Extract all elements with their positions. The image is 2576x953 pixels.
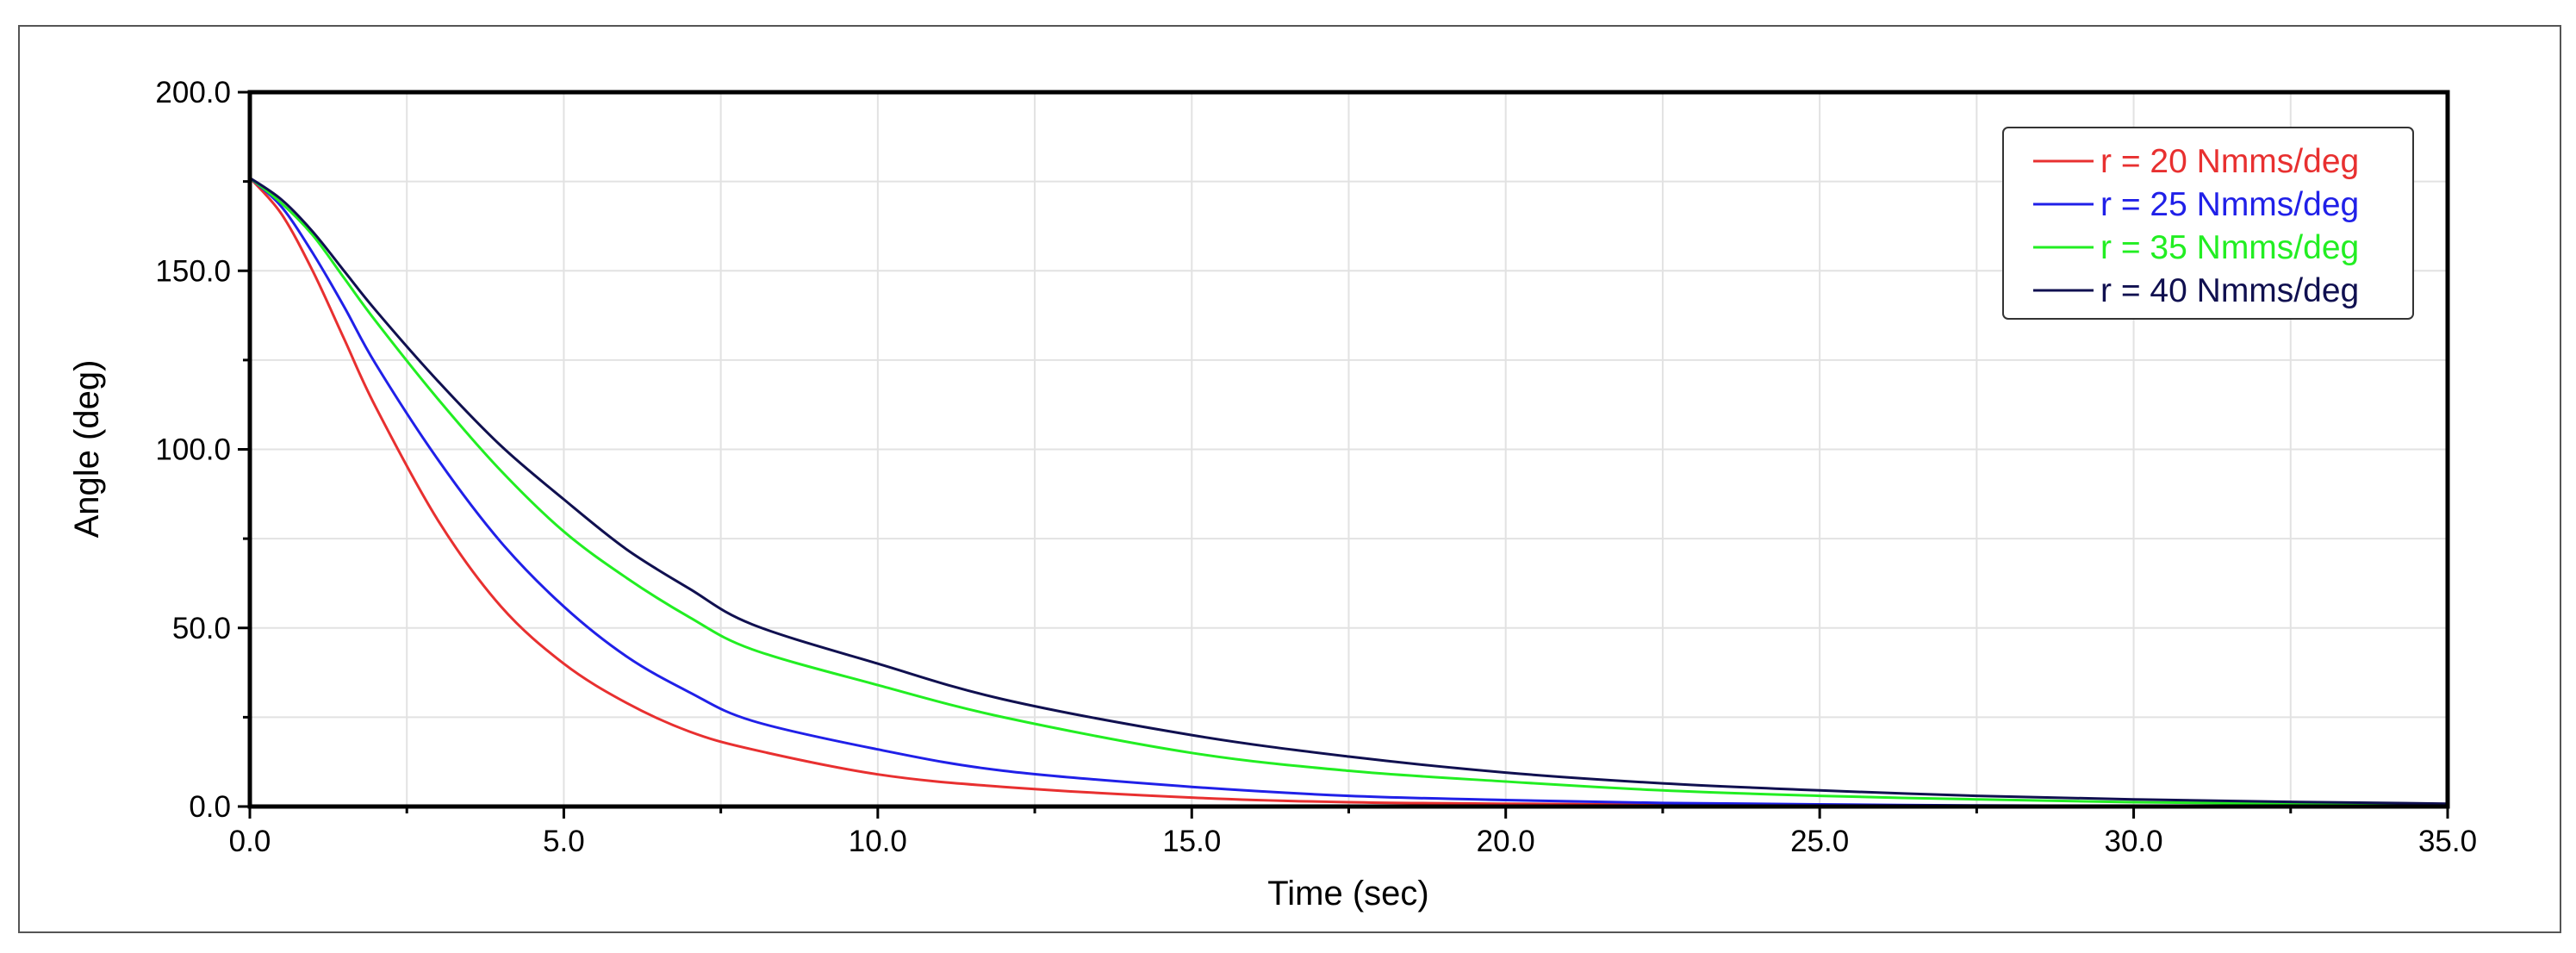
x-tick-label: 15.0 <box>1162 825 1221 858</box>
legend-label-2: r = 25 Nmms/deg <box>2100 186 2359 223</box>
x-axis-title: Time (sec) <box>1267 875 1428 913</box>
legend-box <box>2002 127 2414 320</box>
series-line-3 <box>249 177 2448 807</box>
x-tick-label: 20.0 <box>1477 825 1535 858</box>
y-tick-label: 50.0 <box>172 612 231 645</box>
x-tick-label: 30.0 <box>2105 825 2163 858</box>
x-tick-label: 10.0 <box>849 825 907 858</box>
y-tick-label: 200.0 <box>155 76 231 109</box>
legend: r = 20 Nmms/deg r = 25 Nmms/deg r = 35 Nmm… <box>2002 127 2414 320</box>
legend-label-3: r = 35 Nmms/deg <box>2100 229 2359 266</box>
x-tick-label: 5.0 <box>543 825 585 858</box>
y-tick-label: 150.0 <box>155 254 231 288</box>
x-tick-label: 35.0 <box>2418 825 2477 858</box>
legend-label-1: r = 20 Nmms/deg <box>2100 143 2359 180</box>
y-tick-label: 0.0 <box>189 790 231 824</box>
y-axis-title: Angle (deg) <box>68 360 106 539</box>
axis-ticks: 0.0 5.0 10.0 15.0 20.0 25.0 30.0 35.0 0.0 50.0 100… <box>155 76 2477 858</box>
series-line-4 <box>249 177 2448 806</box>
x-tick-label: 25.0 <box>1790 825 1849 858</box>
y-tick-label: 100.0 <box>155 433 231 467</box>
legend-label-4: r = 40 Nmms/deg <box>2100 272 2359 309</box>
x-tick-label: 0.0 <box>229 825 271 858</box>
